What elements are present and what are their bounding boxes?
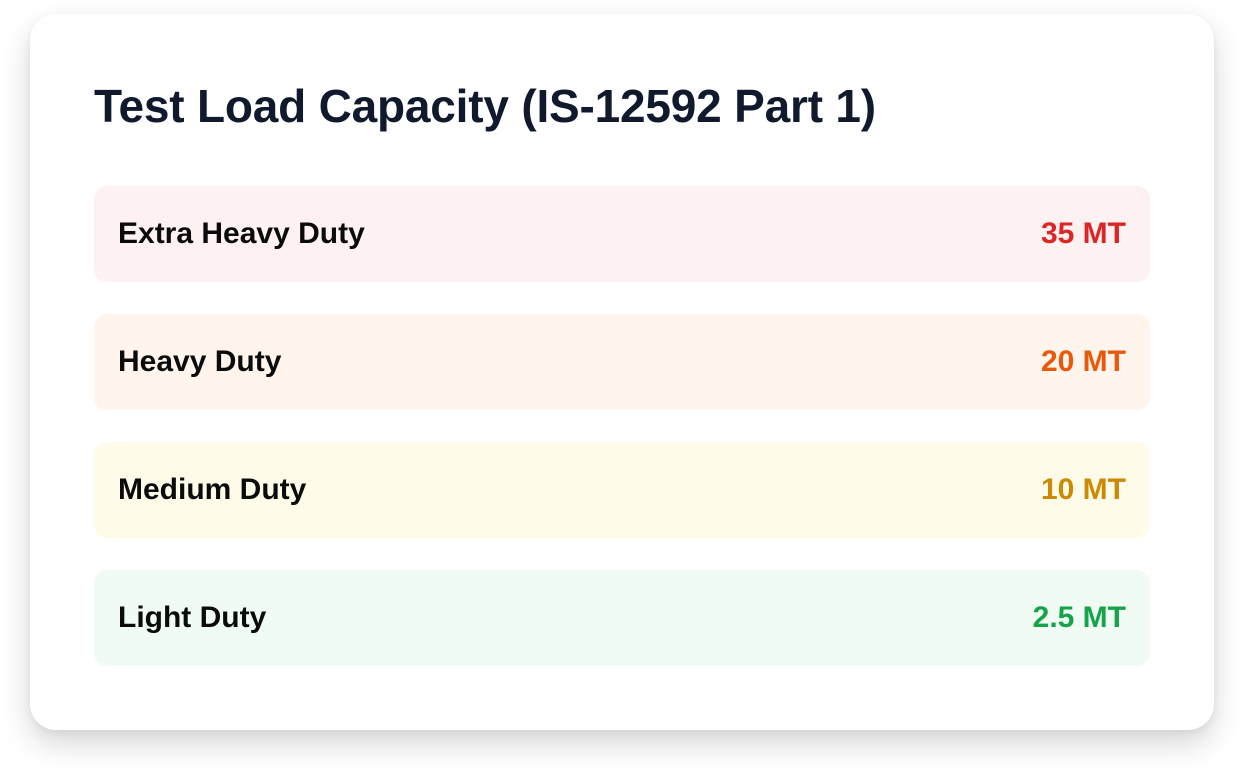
capacity-row-value: 10 MT <box>1040 473 1126 506</box>
capacity-row-label: Heavy Duty <box>118 345 282 378</box>
capacity-list: Extra Heavy Duty 35 MT Heavy Duty 20 MT … <box>94 186 1150 666</box>
capacity-row-value: 35 MT <box>1040 217 1126 250</box>
capacity-row-light-duty: Light Duty 2.5 MT <box>94 570 1150 666</box>
card-title: Test Load Capacity (IS-12592 Part 1) <box>94 80 876 132</box>
load-capacity-card: Test Load Capacity (IS-12592 Part 1) Ext… <box>30 14 1214 730</box>
capacity-row-value: 20 MT <box>1040 345 1126 378</box>
capacity-row-medium-duty: Medium Duty 10 MT <box>94 442 1150 538</box>
capacity-row-label: Medium Duty <box>118 473 307 506</box>
capacity-row-label: Light Duty <box>118 601 267 634</box>
capacity-row-label: Extra Heavy Duty <box>118 217 365 250</box>
capacity-row-value: 2.5 MT <box>1032 601 1126 634</box>
capacity-row-extra-heavy-duty: Extra Heavy Duty 35 MT <box>94 186 1150 282</box>
capacity-row-heavy-duty: Heavy Duty 20 MT <box>94 314 1150 410</box>
